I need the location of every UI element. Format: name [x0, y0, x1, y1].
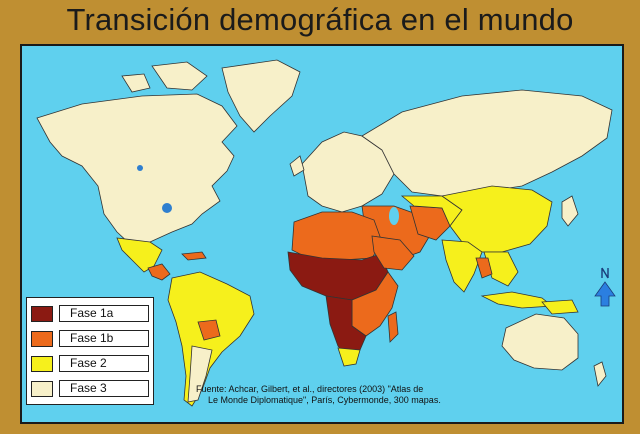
legend-label: Fase 1a	[59, 305, 149, 322]
indonesia-region	[480, 291, 554, 309]
legend-item: Fase 3	[31, 376, 149, 401]
bolivia-region	[197, 319, 221, 341]
lake-region	[137, 165, 143, 171]
legend-swatch	[31, 330, 53, 347]
southern-cone-region	[187, 345, 213, 403]
legend-item: Fase 1b	[31, 326, 149, 351]
greenland-region	[221, 59, 301, 133]
new-zealand-region	[593, 361, 607, 387]
map-legend: Fase 1a Fase 1b Fase 2 Fase 3	[26, 297, 154, 405]
legend-swatch	[31, 380, 53, 397]
japan-region	[561, 195, 579, 227]
lake-region-2	[162, 203, 172, 213]
uk-region	[289, 155, 305, 177]
russia-region	[361, 89, 613, 197]
arabia-region	[371, 235, 415, 271]
north-america-region	[36, 93, 238, 245]
china-region	[441, 185, 553, 253]
north-africa-region	[291, 211, 383, 261]
arctic-islands-region-2	[121, 73, 151, 93]
source-citation: Fuente: Achcar, Gilbert, et al., directo…	[196, 384, 516, 406]
legend-item: Fase 1a	[31, 301, 149, 326]
legend-swatch	[31, 355, 53, 372]
central-america-region	[147, 263, 171, 281]
world-map-svg	[36, 59, 616, 407]
legend-label: Fase 3	[59, 380, 149, 397]
source-line-1: Fuente: Achcar, Gilbert, et al., directo…	[196, 384, 424, 394]
australia-region	[501, 313, 579, 371]
compass-north-arrow-icon	[594, 267, 616, 307]
south-america-region	[167, 271, 255, 407]
caspian-sea-region	[389, 207, 399, 225]
legend-item: Fase 2	[31, 351, 149, 376]
indochina-region	[475, 257, 493, 279]
source-line-2: Le Monde Diplomatique", París, Cybermond…	[208, 395, 441, 405]
legend-label: Fase 2	[59, 355, 149, 372]
caribbean-region	[181, 251, 207, 261]
south-africa-region	[337, 347, 361, 367]
india-region	[441, 239, 483, 293]
arctic-islands-region	[151, 61, 208, 91]
europe-region	[301, 131, 395, 213]
legend-label: Fase 1b	[59, 330, 149, 347]
page-title: Transición demográfica en el mundo	[66, 2, 574, 37]
madagascar-region	[387, 311, 399, 343]
legend-swatch	[31, 305, 53, 322]
new-guinea-region	[541, 299, 579, 315]
